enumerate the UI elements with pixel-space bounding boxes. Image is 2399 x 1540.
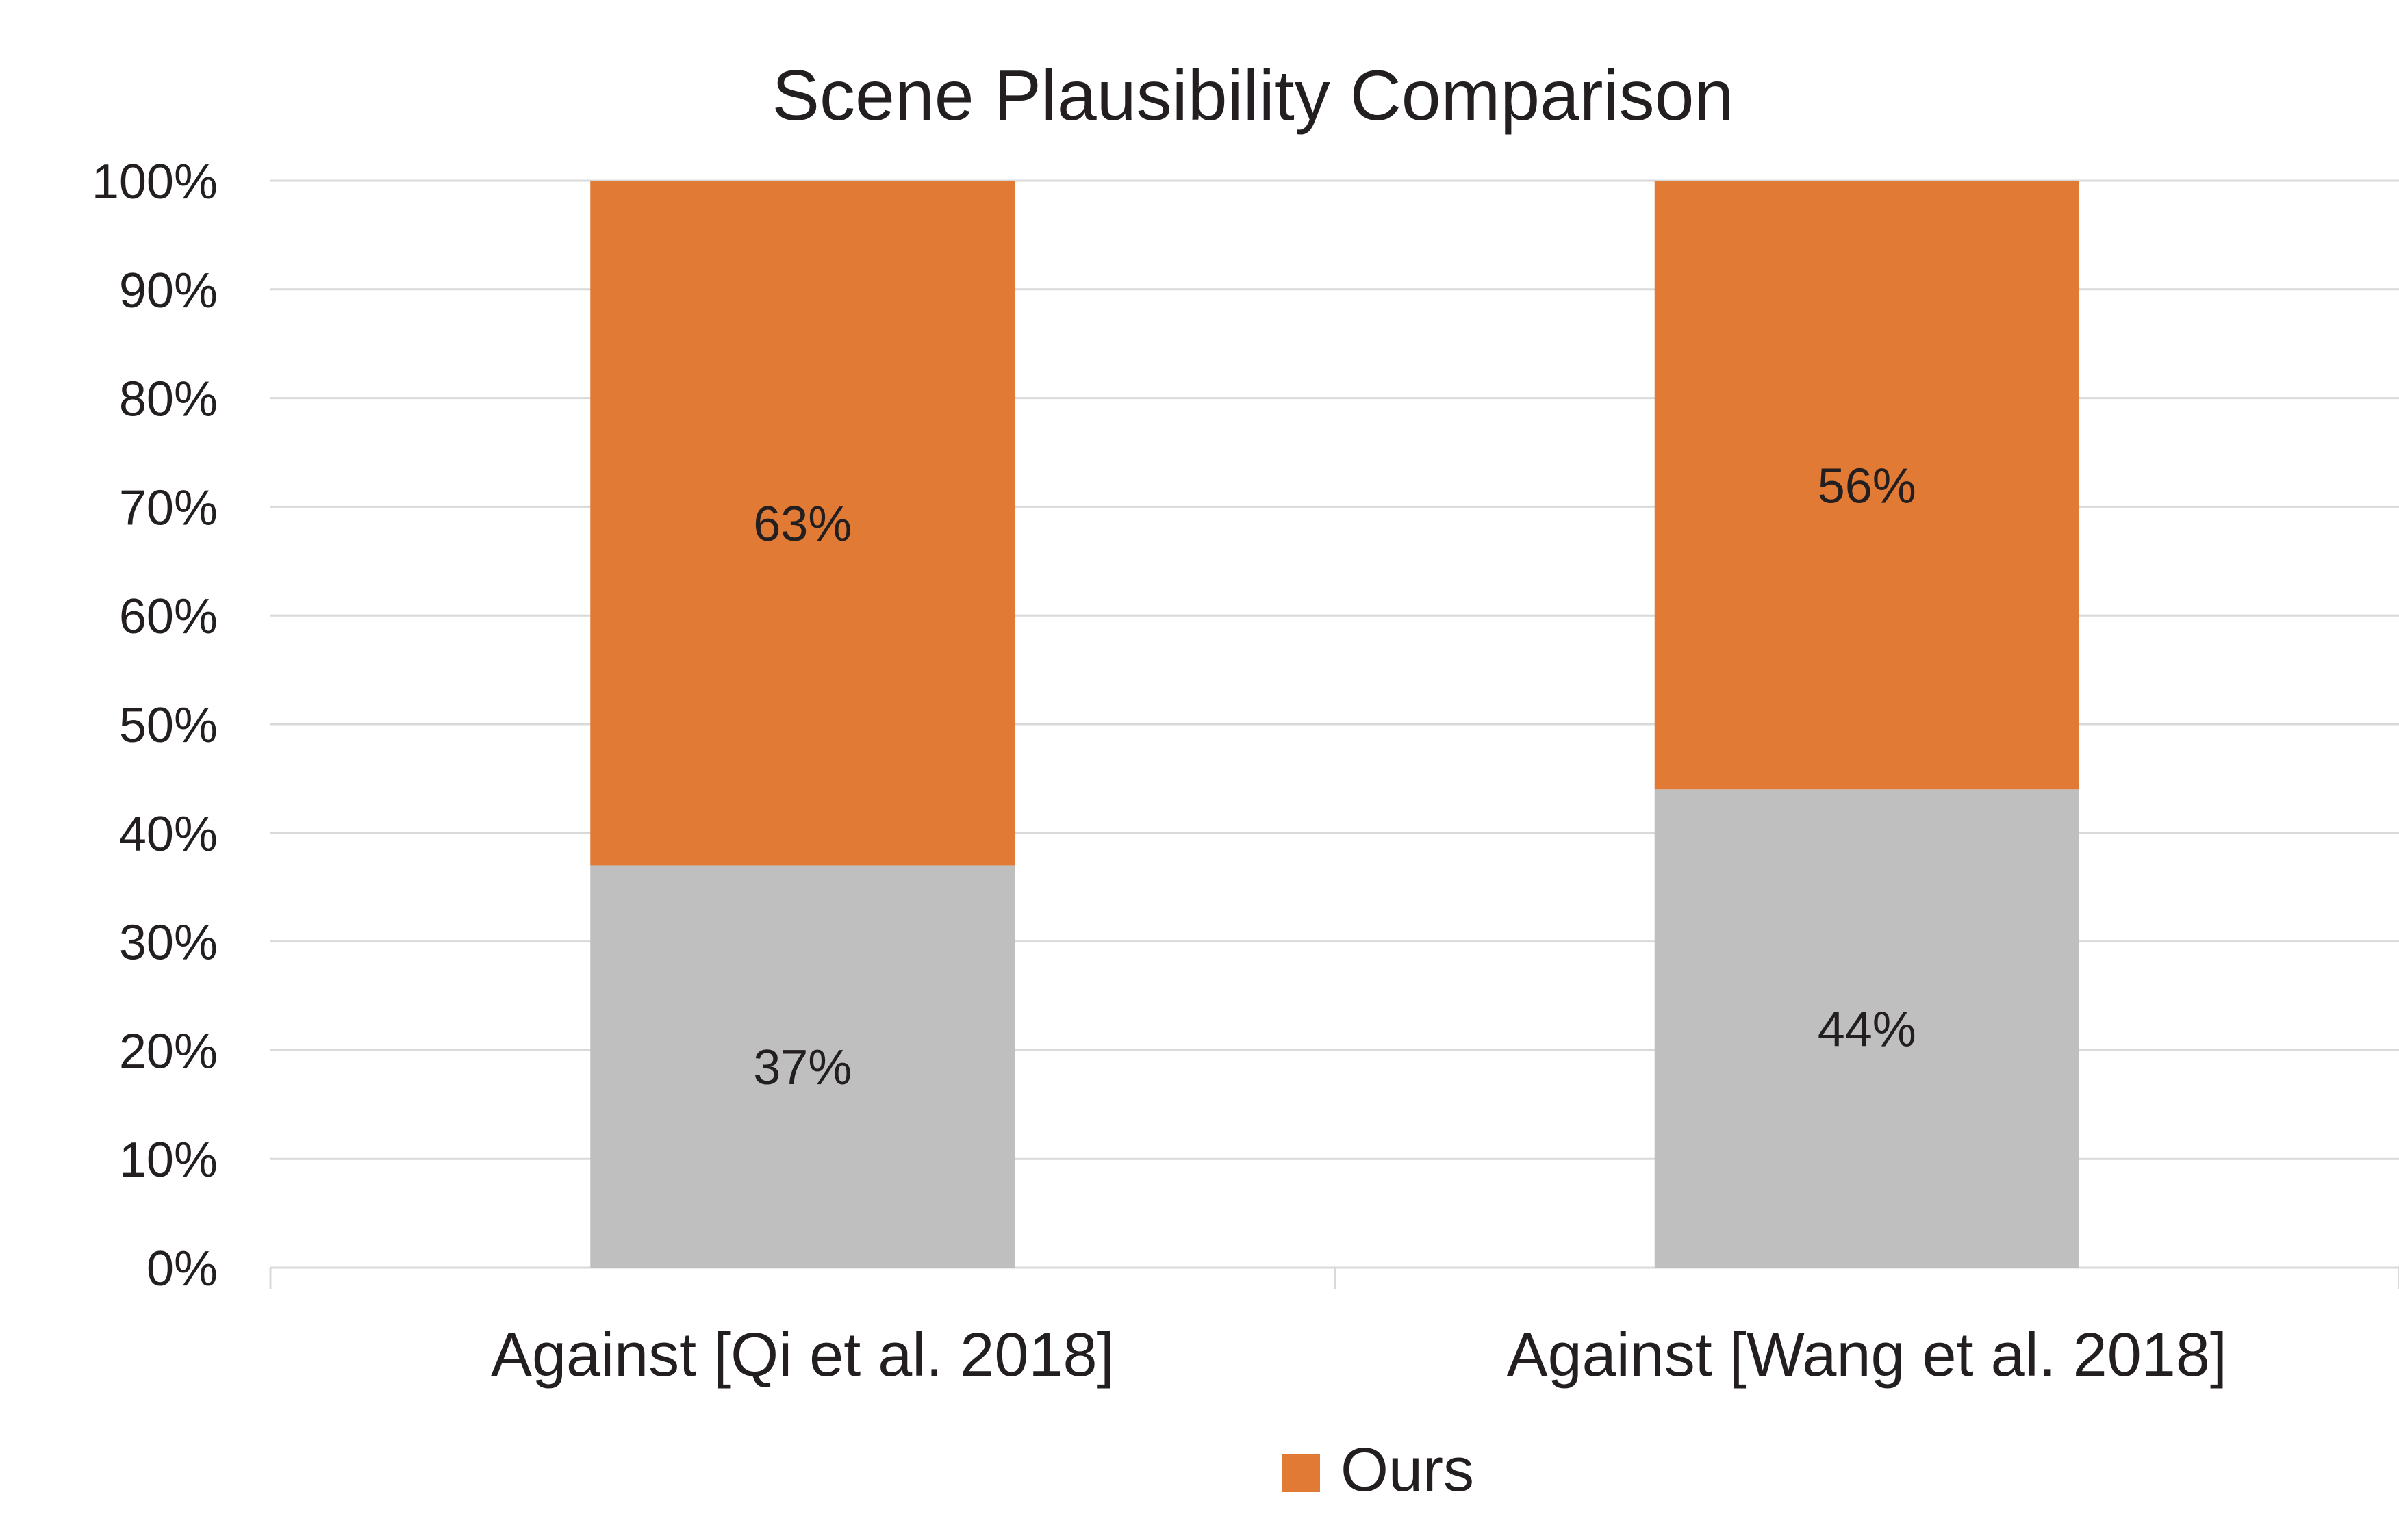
y-axis-gridlines (270, 179, 2399, 1269)
legend: Ours (1282, 1436, 1474, 1504)
y-tick-label: 30% (119, 916, 218, 971)
bar-segment (1654, 789, 2079, 1268)
y-tick-label: 0% (147, 1242, 218, 1296)
data-label: 63% (753, 497, 852, 552)
y-tick-label: 60% (119, 589, 218, 644)
x-axis-category-labels: Against [Qi et al. 2018] Against [Wang et… (491, 1321, 2227, 1389)
data-label: 44% (1818, 1003, 1916, 1057)
data-label: 56% (1818, 459, 1916, 514)
y-axis-tick-labels: 0% 10% 20% 30% 40% 50% 60% 70% 80% 90% 100% (92, 155, 218, 1296)
legend-swatch (1282, 1454, 1320, 1492)
y-tick-label: 80% (119, 372, 218, 427)
data-labels: 37% 63% 44% 56% (753, 459, 1916, 1096)
x-category-label: Against [Wang et al. 2018] (1507, 1321, 2227, 1389)
bar-segment (1654, 181, 2079, 790)
bar-segment (590, 181, 1015, 866)
bar-segment (590, 865, 1015, 1268)
legend-label: Ours (1341, 1436, 1474, 1504)
y-tick-label: 100% (92, 155, 218, 209)
y-tick-label: 40% (119, 807, 218, 862)
x-axis (269, 1268, 2399, 1289)
y-tick-label: 50% (119, 698, 218, 753)
y-tick-label: 70% (119, 480, 218, 535)
chart-title: Scene Plausibility Comparison (772, 56, 1734, 136)
data-label: 37% (753, 1040, 852, 1095)
x-category-label: Against [Qi et al. 2018] (491, 1321, 1115, 1389)
y-tick-label: 10% (119, 1133, 218, 1188)
y-tick-label: 90% (119, 264, 218, 318)
bar-segments (590, 181, 2079, 1268)
y-tick-label: 20% (119, 1024, 218, 1079)
